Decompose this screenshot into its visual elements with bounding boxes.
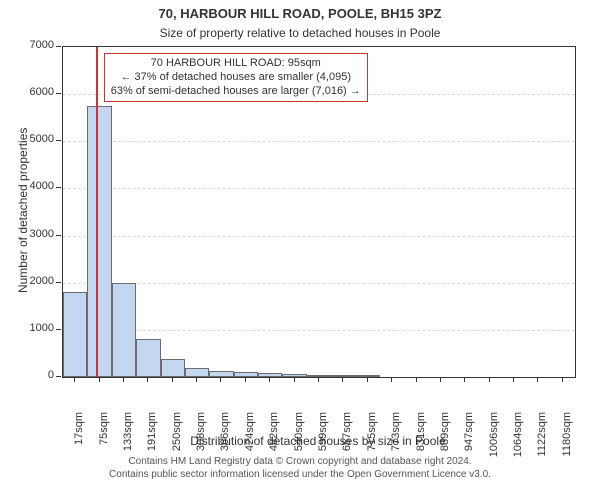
y-tick-label: 3000 xyxy=(16,228,54,240)
y-tick-label: 1000 xyxy=(16,322,54,334)
histogram-bar xyxy=(209,371,233,377)
plot-area: 70 HARBOUR HILL ROAD: 95sqm← 37% of deta… xyxy=(62,46,576,378)
y-tick-label: 6000 xyxy=(16,86,54,98)
x-tick xyxy=(294,377,295,382)
annotation-line: 70 HARBOUR HILL ROAD: 95sqm xyxy=(111,57,361,71)
x-tick-label: 540sqm xyxy=(293,412,305,467)
histogram-bar xyxy=(63,292,87,377)
histogram-bar xyxy=(282,374,306,377)
histogram-bar xyxy=(356,375,380,377)
x-tick xyxy=(391,377,392,382)
x-tick xyxy=(147,377,148,382)
x-tick-label: 657sqm xyxy=(341,412,353,467)
x-tick-label: 831sqm xyxy=(415,412,427,467)
x-tick xyxy=(245,377,246,382)
x-tick xyxy=(367,377,368,382)
y-tick-label: 2000 xyxy=(16,275,54,287)
x-tick-label: 947sqm xyxy=(463,412,475,467)
x-tick xyxy=(123,377,124,382)
x-tick-label: 133sqm xyxy=(122,412,134,467)
annotation-box: 70 HARBOUR HILL ROAD: 95sqm← 37% of deta… xyxy=(104,53,368,102)
x-tick-label: 889sqm xyxy=(439,412,451,467)
x-tick-label: 366sqm xyxy=(219,412,231,467)
chart-root: 70, HARBOUR HILL ROAD, POOLE, BH15 3PZ S… xyxy=(0,0,600,500)
histogram-bar xyxy=(258,373,282,377)
x-tick-label: 1122sqm xyxy=(536,412,548,467)
y-tick xyxy=(56,329,61,330)
x-tick-label: 17sqm xyxy=(73,412,85,467)
y-tick xyxy=(56,235,61,236)
y-tick-label: 4000 xyxy=(16,180,54,192)
y-tick xyxy=(56,140,61,141)
y-tick xyxy=(56,187,61,188)
y-tick-label: 7000 xyxy=(16,39,54,51)
x-tick xyxy=(99,377,100,382)
gridline xyxy=(63,283,575,284)
histogram-bar xyxy=(112,283,136,377)
gridline xyxy=(63,330,575,331)
x-tick-label: 773sqm xyxy=(390,412,402,467)
x-tick xyxy=(318,377,319,382)
x-tick xyxy=(464,377,465,382)
x-tick-label: 250sqm xyxy=(171,412,183,467)
y-tick xyxy=(56,282,61,283)
gridline xyxy=(63,141,575,142)
x-tick xyxy=(416,377,417,382)
x-tick xyxy=(220,377,221,382)
gridline xyxy=(63,236,575,237)
histogram-bar xyxy=(161,359,185,377)
histogram-bar xyxy=(136,339,160,377)
histogram-bar xyxy=(331,375,355,377)
chart-title: 70, HARBOUR HILL ROAD, POOLE, BH15 3PZ xyxy=(0,6,600,21)
x-tick xyxy=(489,377,490,382)
histogram-bar xyxy=(234,372,258,377)
x-tick-label: 191sqm xyxy=(146,412,158,467)
y-tick-label: 5000 xyxy=(16,133,54,145)
x-tick-label: 308sqm xyxy=(195,412,207,467)
x-tick-label: 1006sqm xyxy=(488,412,500,467)
x-tick xyxy=(513,377,514,382)
x-tick xyxy=(562,377,563,382)
x-tick-label: 482sqm xyxy=(268,412,280,467)
x-tick xyxy=(342,377,343,382)
x-tick xyxy=(537,377,538,382)
x-tick-label: 1180sqm xyxy=(561,412,573,467)
y-tick xyxy=(56,93,61,94)
x-tick-label: 424sqm xyxy=(244,412,256,467)
x-tick-label: 599sqm xyxy=(317,412,329,467)
x-tick xyxy=(440,377,441,382)
x-tick-label: 75sqm xyxy=(98,412,110,467)
chart-subtitle: Size of property relative to detached ho… xyxy=(0,26,600,40)
x-tick xyxy=(74,377,75,382)
y-tick xyxy=(56,46,61,47)
annotation-line: ← 37% of detached houses are smaller (4,… xyxy=(111,71,361,85)
x-tick xyxy=(172,377,173,382)
footer-line-2: Contains public sector information licen… xyxy=(0,469,600,482)
gridline xyxy=(63,188,575,189)
y-tick xyxy=(56,376,61,377)
property-marker-line xyxy=(96,47,98,377)
y-tick-label: 0 xyxy=(16,369,54,381)
x-tick xyxy=(269,377,270,382)
histogram-bar xyxy=(185,368,209,377)
x-tick xyxy=(196,377,197,382)
x-tick-label: 1064sqm xyxy=(512,412,524,467)
histogram-bar xyxy=(87,106,111,377)
annotation-line: 63% of semi-detached houses are larger (… xyxy=(111,85,361,99)
x-tick-label: 715sqm xyxy=(366,412,378,467)
